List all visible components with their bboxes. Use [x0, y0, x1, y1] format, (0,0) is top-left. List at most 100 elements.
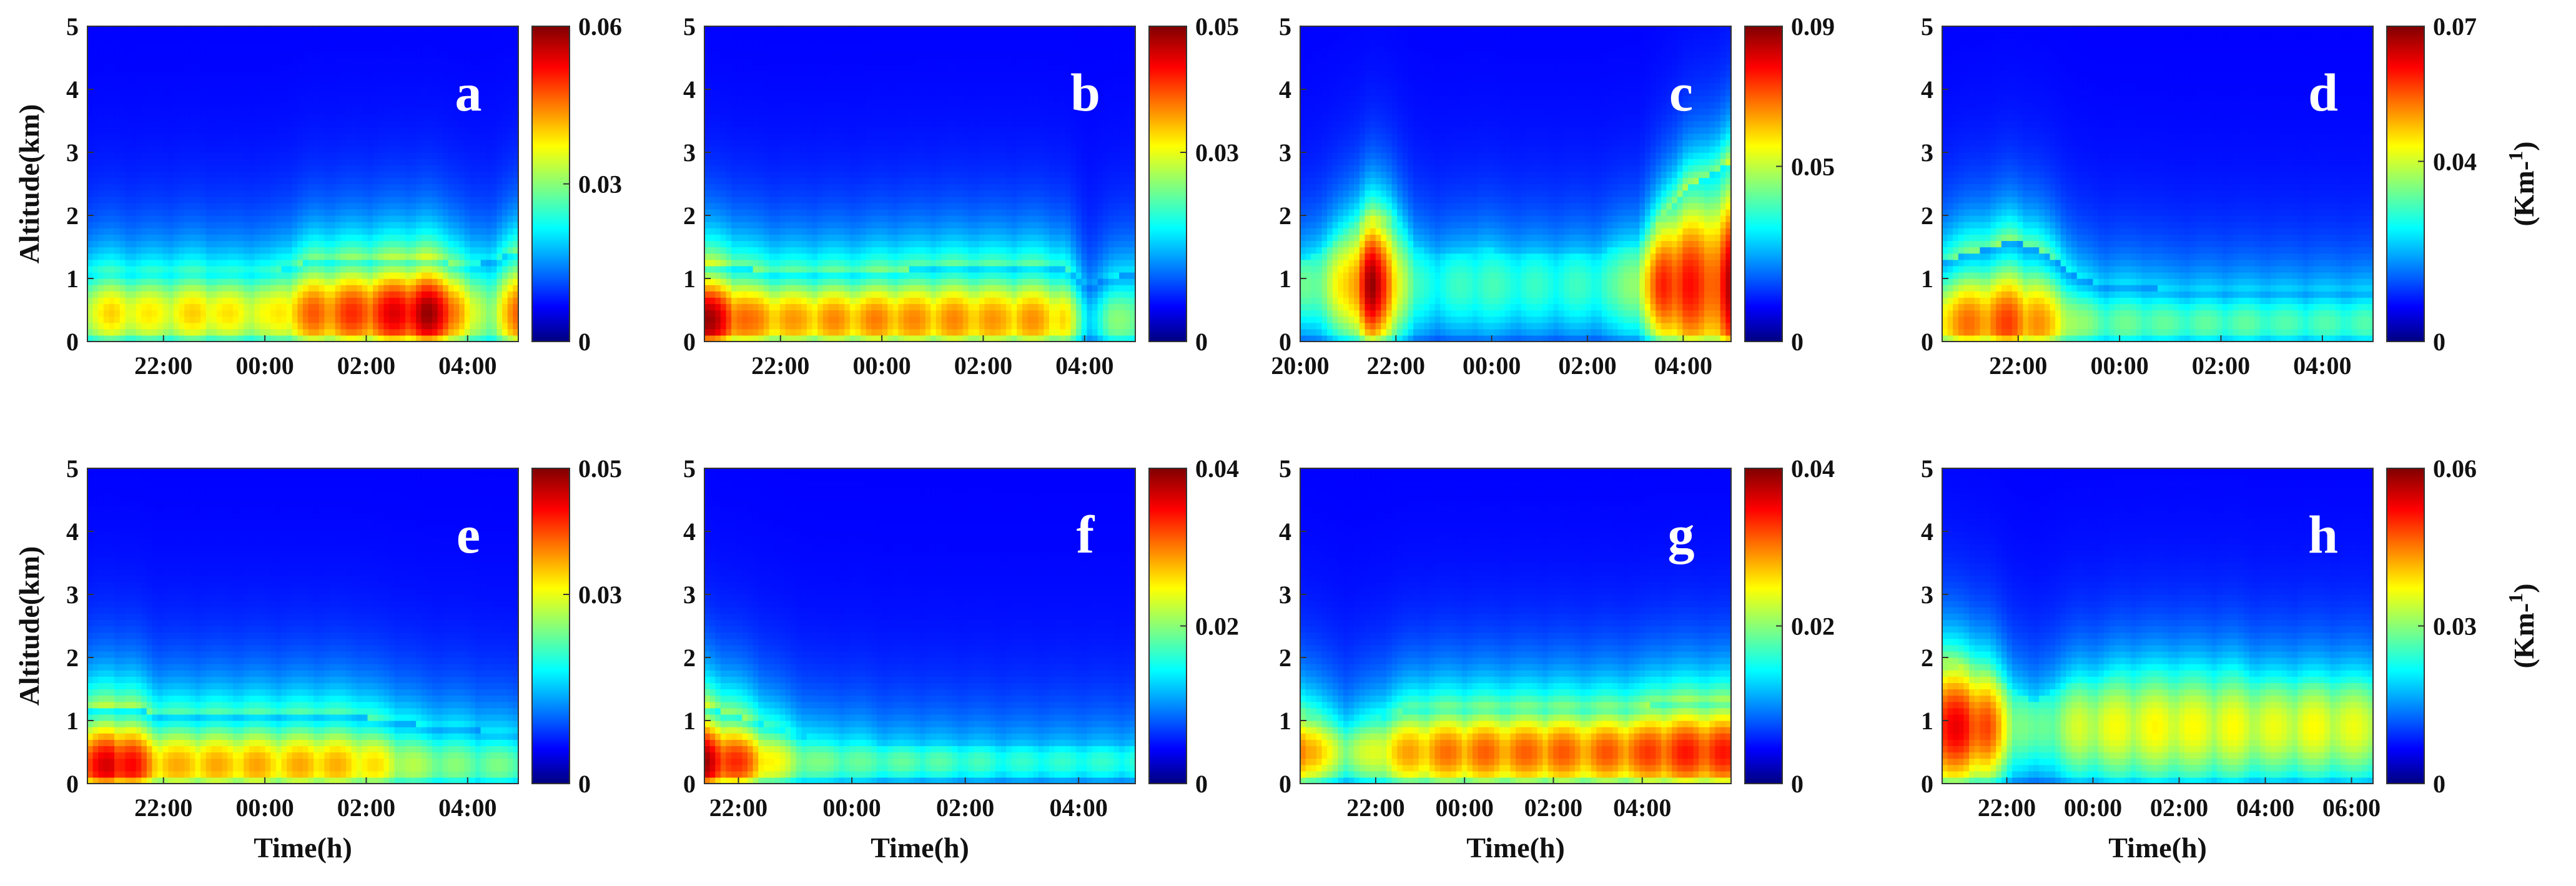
- heat-cell: [303, 96, 309, 102]
- heat-cell: [475, 310, 481, 317]
- heat-cell: [184, 190, 190, 197]
- heat-cell: [704, 171, 711, 178]
- heat-cell: [491, 259, 498, 267]
- heat-cell: [736, 259, 743, 267]
- heat-cell: [217, 272, 223, 279]
- heat-cell: [287, 247, 293, 254]
- heat-cell: [114, 96, 121, 102]
- heat-cell: [410, 190, 417, 197]
- heat-cell: [313, 82, 320, 90]
- heat-cell: [486, 228, 492, 235]
- heat-cell: [491, 278, 498, 285]
- heat-cell: [260, 234, 266, 241]
- heat-cell: [410, 303, 417, 311]
- heat-cell: [179, 114, 185, 122]
- heat-cell: [383, 145, 390, 153]
- heat-cell: [146, 272, 153, 279]
- heat-cell: [222, 145, 228, 153]
- heat-cell: [238, 196, 244, 204]
- heat-cell: [507, 26, 513, 33]
- heat-cell: [367, 121, 373, 128]
- heat-cell: [470, 76, 476, 84]
- heat-cell: [195, 51, 201, 59]
- heat-cell: [453, 114, 460, 122]
- heat-cell: [357, 184, 363, 191]
- heat-cell: [131, 278, 137, 285]
- heat-cell: [179, 152, 185, 159]
- heat-cell: [174, 209, 180, 216]
- heat-cell: [720, 39, 727, 46]
- heat-cell: [200, 247, 207, 254]
- heat-cell: [174, 82, 180, 90]
- heat-cell: [432, 228, 438, 235]
- heat-cell: [367, 328, 373, 336]
- heat-cell: [184, 303, 190, 311]
- heat-cell: [335, 121, 341, 128]
- heat-cell: [114, 133, 121, 140]
- heat-cell: [324, 114, 330, 122]
- heat-cell: [244, 240, 250, 248]
- heat-cell: [496, 303, 503, 311]
- heat-cell: [513, 177, 519, 185]
- heat-cell: [195, 272, 201, 279]
- heat-cell: [726, 184, 732, 191]
- heat-cell: [774, 310, 781, 317]
- heat-cell: [502, 139, 508, 147]
- heat-cell: [362, 202, 368, 210]
- heat-cell: [394, 127, 400, 134]
- heat-cell: [715, 328, 721, 336]
- heat-cell: [195, 102, 201, 109]
- heat-cell: [200, 133, 207, 140]
- heat-cell: [791, 102, 797, 109]
- heat-cell: [98, 177, 104, 185]
- heat-cell: [351, 108, 357, 115]
- heat-cell: [475, 285, 481, 292]
- heat-cell: [769, 114, 775, 122]
- heat-cell: [753, 152, 759, 159]
- heat-cell: [168, 297, 174, 304]
- heat-cell: [507, 171, 513, 178]
- heat-cell: [297, 121, 303, 128]
- heat-cell: [785, 127, 791, 134]
- heat-cell: [179, 303, 185, 311]
- heat-cell: [297, 127, 303, 134]
- heat-cell: [211, 70, 217, 77]
- heat-cell: [260, 45, 266, 52]
- heat-cell: [432, 96, 438, 102]
- heat-cell: [260, 322, 266, 330]
- heat-cell: [378, 209, 384, 216]
- heat-cell: [125, 259, 131, 267]
- heat-cell: [785, 297, 791, 304]
- heat-cell: [270, 159, 277, 165]
- heat-cell: [297, 76, 303, 84]
- heat-cell: [362, 171, 368, 178]
- heat-cell: [211, 240, 217, 248]
- heat-cell: [249, 108, 255, 115]
- heat-cell: [410, 76, 417, 84]
- heat-cell: [496, 328, 503, 336]
- heat-cell: [195, 70, 201, 77]
- heat-cell: [373, 272, 379, 279]
- heat-cell: [146, 145, 153, 153]
- heat-cell: [726, 291, 732, 298]
- heat-cell: [98, 32, 104, 39]
- heat-cell: [114, 102, 121, 109]
- heat-cell: [785, 26, 791, 33]
- heat-cell: [709, 297, 716, 304]
- heat-cell: [119, 165, 126, 172]
- heat-cell: [748, 139, 754, 147]
- heat-cell: [346, 215, 352, 222]
- heat-cell: [287, 121, 293, 128]
- heat-cell: [437, 253, 443, 260]
- heat-cell: [726, 159, 732, 165]
- heat-cell: [168, 335, 174, 342]
- heat-cell: [513, 57, 519, 65]
- heat-cell: [211, 51, 217, 59]
- heat-cell: [125, 171, 131, 178]
- heat-cell: [281, 76, 287, 84]
- heat-cell: [114, 184, 121, 191]
- heat-cell: [313, 96, 320, 102]
- heat-cell: [308, 190, 314, 197]
- heat-cell: [346, 196, 352, 204]
- heat-cell: [758, 82, 764, 90]
